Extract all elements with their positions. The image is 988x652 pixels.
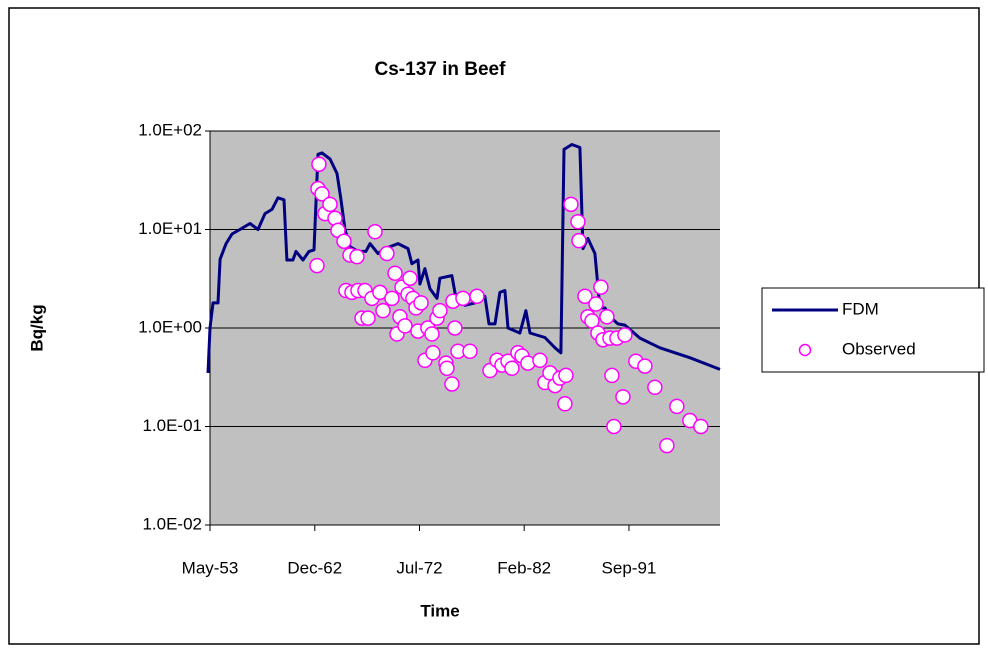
observed-point [311,156,327,172]
observed-point [647,379,663,396]
y-tick-label: 1.0E-01 [142,416,202,435]
observed-point [413,295,429,311]
legend-box [761,287,985,373]
observed-point [309,257,325,274]
observed-point [577,288,593,305]
x-tick-label: May-53 [182,558,239,577]
observed-point [455,290,471,307]
observed-point [669,398,685,415]
legend-label: Observed [842,339,916,358]
x-axis-label: Time [420,601,459,620]
x-tick-label: Dec-62 [287,558,342,577]
y-tick-label: 1.0E+02 [138,120,202,139]
observed-point [570,213,586,230]
observed-point [617,327,633,343]
observed-point [593,279,609,295]
observed-point [397,318,413,334]
x-tick-label: Jul-72 [396,558,442,577]
fdm-line [206,143,721,373]
observed-point [387,265,403,281]
observed-point [432,302,448,319]
observed-point [615,389,631,405]
chart-title: Cs-137 in Beef [375,59,507,80]
y-axis-label: Bq/kg [27,304,46,351]
observed-point [379,245,395,262]
observed-point [402,270,418,286]
observed-point [425,345,441,361]
y-tick-label: 1.0E+00 [138,317,202,336]
observed-point [599,309,615,325]
x-tick-label: Sep-91 [602,558,657,577]
y-tick-label: 1.0E+01 [138,219,202,238]
observed-point [588,296,604,312]
observed-point [424,326,440,342]
y-tick-label: 1.0E-02 [142,514,202,533]
x-tick-label: Feb-82 [497,558,551,577]
observed-point [584,313,600,329]
observed-point [557,396,573,412]
observed-point [314,186,330,202]
observed-point [637,358,653,374]
observed-point [372,284,388,301]
observed-point [659,437,675,454]
observed-point [462,343,478,360]
observed-point [571,232,587,249]
observed-point [322,196,338,213]
observed-point [447,320,463,336]
observed-point [384,290,400,307]
observed-point [693,418,709,435]
observed-point [336,233,352,249]
observed-point [532,352,548,369]
observed-point [439,360,455,377]
observed-point [349,248,365,265]
observed-point [563,196,579,213]
observed-point [606,418,622,435]
observed-point [469,288,485,305]
observed-point [367,223,383,240]
legend-swatch [798,343,812,357]
observed-point [444,376,460,392]
observed-point [375,302,391,319]
observed-point [360,310,376,326]
legend-label: FDM [842,299,879,318]
observed-point [604,367,620,384]
observed-point [504,360,520,377]
observed-point [558,367,574,384]
